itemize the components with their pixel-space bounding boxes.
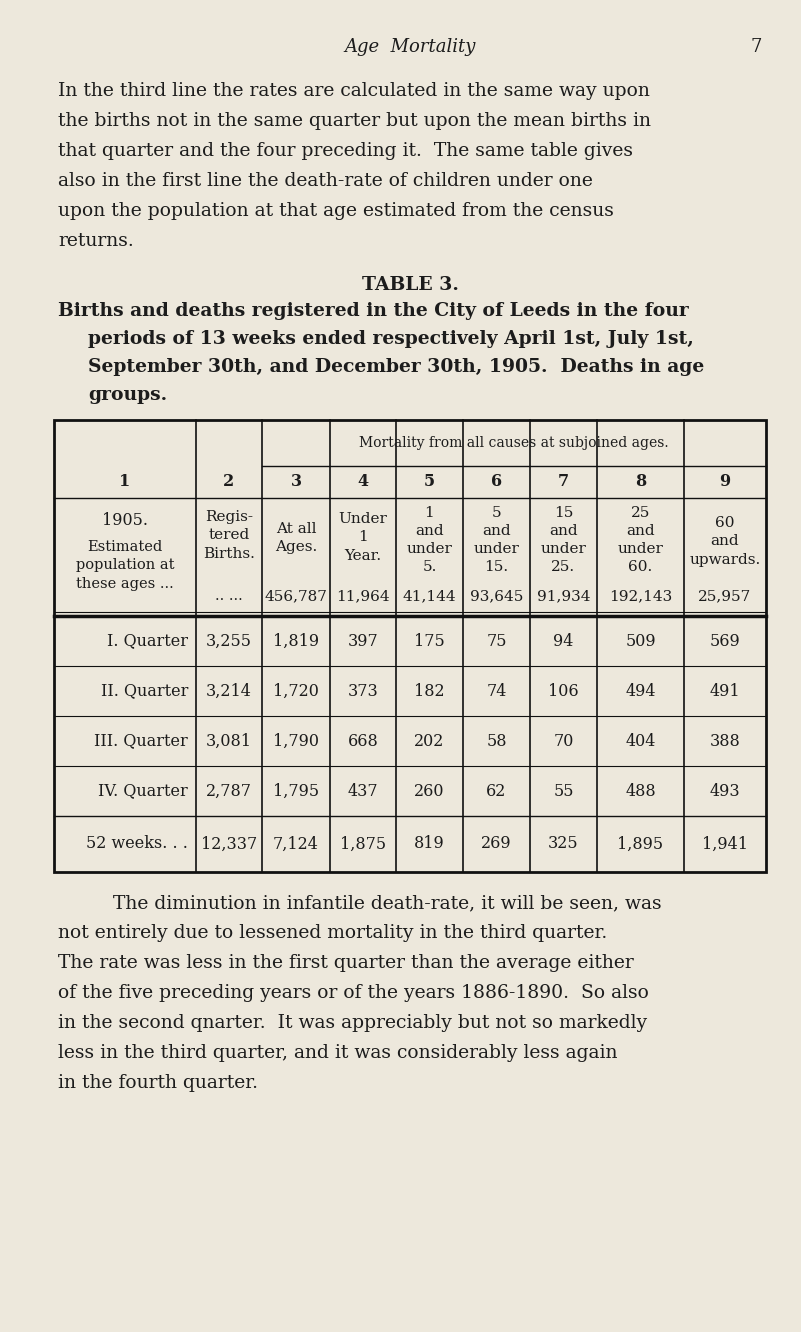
Text: At all
Ages.: At all Ages. [275,522,317,554]
Text: 12,337: 12,337 [201,835,257,852]
Text: 325: 325 [548,835,579,852]
Text: less in the third quarter, and it was considerably less again: less in the third quarter, and it was co… [58,1044,618,1062]
Text: Age  Mortality: Age Mortality [344,39,476,56]
Text: 1,790: 1,790 [273,733,319,750]
Text: 456,787: 456,787 [264,589,328,603]
Text: September 30th, and December 30th, 1905.  Deaths in age: September 30th, and December 30th, 1905.… [88,358,704,376]
Text: also in the first line the death-rate of children under one: also in the first line the death-rate of… [58,172,593,190]
Text: 7: 7 [751,39,762,56]
Text: 373: 373 [348,682,378,699]
Text: Births and deaths registered in the City of Leeds in the four: Births and deaths registered in the City… [58,302,689,320]
Text: 1: 1 [119,473,131,490]
Text: 55: 55 [553,782,574,799]
Text: not entirely due to lessened mortality in the third quarter.: not entirely due to lessened mortality i… [58,924,607,942]
Text: Regis-
tered
Births.: Regis- tered Births. [203,510,255,561]
Text: 3: 3 [291,473,301,490]
Bar [54,420,766,872]
Text: 1,720: 1,720 [273,682,319,699]
Text: 7: 7 [558,473,569,490]
Text: 9: 9 [719,473,731,490]
Text: in the second qnarter.  It was appreciably but not so markedly: in the second qnarter. It was appreciabl… [58,1014,647,1032]
Text: 493: 493 [710,782,740,799]
Text: 509: 509 [626,633,656,650]
Text: 488: 488 [626,782,656,799]
Text: Estimated
population at
these ages ...: Estimated population at these ages ... [76,539,175,591]
Text: 260: 260 [414,782,445,799]
Text: Under
1
Year.: Under 1 Year. [339,511,388,563]
Text: IV. Quarter: IV. Quarter [99,782,188,799]
Text: I. Quarter: I. Quarter [107,633,188,650]
Text: 269: 269 [481,835,512,852]
Text: 94: 94 [553,633,574,650]
Text: 397: 397 [348,633,378,650]
Text: Mortality from all causes at subjoined ages.: Mortality from all causes at subjoined a… [359,436,669,450]
Text: 3,214: 3,214 [206,682,252,699]
Text: 7,124: 7,124 [273,835,319,852]
Text: 70: 70 [553,733,574,750]
Text: III. Quarter: III. Quarter [95,733,188,750]
Text: of the five preceding years or of the years 1886-1890.  So also: of the five preceding years or of the ye… [58,984,649,1002]
Text: 494: 494 [626,682,656,699]
Text: The diminution in infantile death-rate, it will be seen, was: The diminution in infantile death-rate, … [113,894,662,912]
Text: 91,934: 91,934 [537,589,590,603]
Text: 2,787: 2,787 [206,782,252,799]
Text: 41,144: 41,144 [403,589,457,603]
Text: The rate was less in the first quarter than the average either: The rate was less in the first quarter t… [58,954,634,972]
Text: 6: 6 [491,473,502,490]
Text: 1,819: 1,819 [273,633,319,650]
Text: II. Quarter: II. Quarter [101,682,188,699]
Text: 11,964: 11,964 [336,589,390,603]
Text: in the fourth quarter.: in the fourth quarter. [58,1074,258,1092]
Text: 5: 5 [424,473,435,490]
Text: TABLE 3.: TABLE 3. [361,276,458,294]
Text: 60
and
upwards.: 60 and upwards. [690,515,761,567]
Text: 93,645: 93,645 [470,589,523,603]
Text: 437: 437 [348,782,378,799]
Text: 1,795: 1,795 [273,782,319,799]
Text: 1905.: 1905. [102,511,148,529]
Text: 62: 62 [486,782,507,799]
Text: 491: 491 [710,682,740,699]
Text: 3,081: 3,081 [206,733,252,750]
Text: 404: 404 [626,733,656,750]
Text: 25
and
under
60.: 25 and under 60. [618,506,663,574]
Text: 819: 819 [414,835,445,852]
Text: 106: 106 [548,682,579,699]
Text: .. ...: .. ... [215,589,243,603]
Text: 15
and
under
25.: 15 and under 25. [541,506,586,574]
Text: 1
and
under
5.: 1 and under 5. [407,506,453,574]
Text: the births not in the same quarter but upon the mean births in: the births not in the same quarter but u… [58,112,651,131]
Text: 1,941: 1,941 [702,835,748,852]
Text: 388: 388 [710,733,740,750]
Text: 175: 175 [414,633,445,650]
Text: 4: 4 [357,473,368,490]
Text: 52 weeks. . .: 52 weeks. . . [87,835,188,852]
Text: groups.: groups. [88,386,167,404]
Text: In the third line the rates are calculated in the same way upon: In the third line the rates are calculat… [58,83,650,100]
Text: that quarter and the four preceding it.  The same table gives: that quarter and the four preceding it. … [58,143,633,160]
Text: 8: 8 [635,473,646,490]
Text: returns.: returns. [58,232,134,250]
Text: 3,255: 3,255 [206,633,252,650]
Text: upon the population at that age estimated from the census: upon the population at that age estimate… [58,202,614,220]
Text: 74: 74 [486,682,507,699]
Text: 569: 569 [710,633,740,650]
Text: 2: 2 [223,473,235,490]
Text: 75: 75 [486,633,507,650]
Text: 202: 202 [414,733,445,750]
Text: 192,143: 192,143 [609,589,672,603]
Text: 25,957: 25,957 [698,589,751,603]
Text: 58: 58 [486,733,507,750]
Text: 5
and
under
15.: 5 and under 15. [473,506,519,574]
Text: 1,895: 1,895 [618,835,663,852]
Text: 1,875: 1,875 [340,835,386,852]
Text: periods of 13 weeks ended respectively April 1st, July 1st,: periods of 13 weeks ended respectively A… [88,330,694,348]
Text: 182: 182 [414,682,445,699]
Text: 668: 668 [348,733,378,750]
